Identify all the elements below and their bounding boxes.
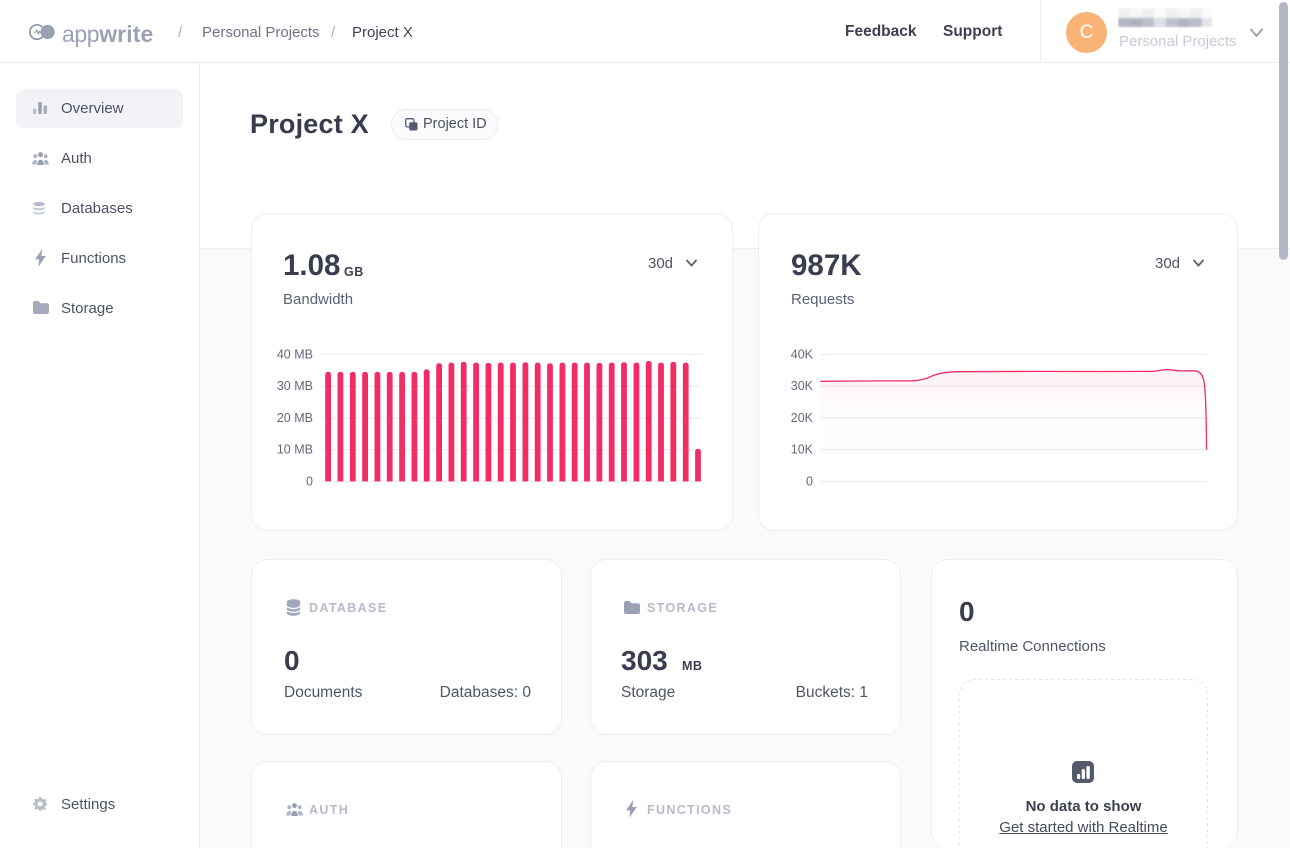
svg-text:20K: 20K xyxy=(791,411,814,425)
svg-text:10 MB: 10 MB xyxy=(277,443,313,457)
svg-text:0: 0 xyxy=(806,474,813,488)
svg-text:40 MB: 40 MB xyxy=(277,348,313,361)
svg-text:30 MB: 30 MB xyxy=(277,379,313,393)
svg-text:20 MB: 20 MB xyxy=(277,411,313,425)
svg-text:40K: 40K xyxy=(791,348,814,361)
svg-text:30K: 30K xyxy=(791,379,814,393)
svg-text:10K: 10K xyxy=(791,443,814,457)
svg-text:0: 0 xyxy=(306,474,313,488)
